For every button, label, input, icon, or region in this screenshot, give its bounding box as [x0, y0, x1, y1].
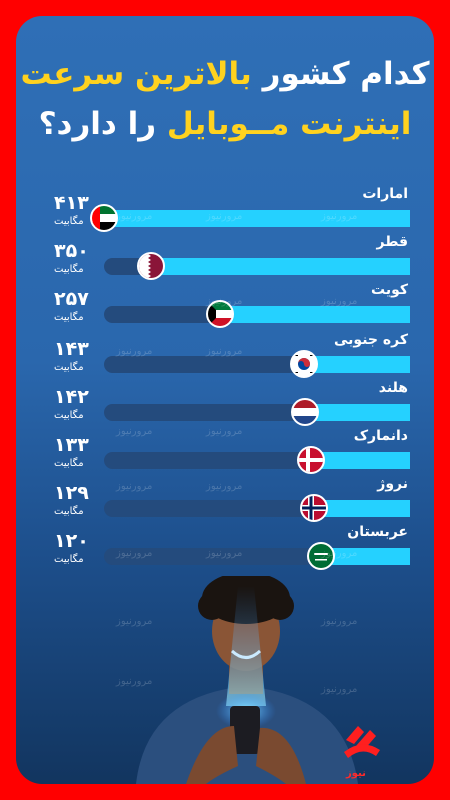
country-label: دانمارک: [353, 428, 408, 444]
saudi-arabia-flag-icon: [307, 542, 335, 570]
watermark: مرورنیوز: [116, 346, 153, 357]
chart-row: نروژ ۱۲۹ مگابیت: [16, 476, 434, 528]
bar: [311, 452, 410, 469]
infographic-card: کدام کشور بالاترین سرعت اینترنت مــوبایل…: [16, 16, 434, 784]
watermark: مرورنیوز: [321, 684, 358, 695]
bar-track: [104, 398, 410, 426]
watermark: مرورنیوز: [206, 548, 243, 559]
value-label: ۱۲۰: [54, 530, 89, 552]
logo-text: نیوز: [346, 768, 366, 779]
title-part-yellow: بالاترین سرعت: [20, 56, 252, 92]
watermark: مرورنیوز: [206, 426, 243, 437]
unit-label: مگابیت: [54, 216, 84, 227]
chart-row: کره جنوبی ۱۴۳ مگابیت: [16, 332, 434, 384]
country-label: هلند: [378, 380, 408, 396]
bar-track: [104, 350, 410, 378]
country-label: امارات: [362, 186, 408, 202]
bar: [151, 258, 410, 275]
unit-label: مگابیت: [54, 410, 84, 421]
value-label: ۲۵۷: [54, 288, 89, 310]
uae-flag-icon: [90, 204, 118, 232]
country-label: عربستان: [347, 524, 408, 540]
watermark: مرورنیوز: [206, 211, 243, 222]
unit-label: مگابیت: [54, 312, 84, 323]
unit-label: مگابیت: [54, 554, 84, 565]
chart-row: دانمارک ۱۳۳ مگابیت: [16, 428, 434, 480]
watermark: مرورنیوز: [116, 548, 153, 559]
title-line-2: اینترنت مــوبایل را دارد؟: [16, 106, 434, 142]
norway-flag-icon: [300, 494, 328, 522]
kuwait-flag-icon: [206, 300, 234, 328]
country-label: کره جنوبی: [334, 332, 408, 348]
value-label: ۱۲۹: [54, 482, 89, 504]
bar: [321, 548, 410, 565]
title-part-white: را دارد؟: [38, 106, 157, 142]
person-with-phone-illustration: [136, 576, 358, 784]
watermark: مرورنیوز: [206, 481, 243, 492]
watermark: مرورنیوز: [321, 296, 358, 307]
title-part-yellow: اینترنت مــوبایل: [166, 106, 412, 142]
bar: [104, 210, 410, 227]
chart-row: عربستان ۱۲۰ مگابیت: [16, 524, 434, 576]
value-label: ۳۵۰: [54, 240, 89, 262]
unit-label: مگابیت: [54, 458, 84, 469]
unit-label: مگابیت: [54, 506, 84, 517]
unit-label: مگابیت: [54, 362, 84, 373]
qatar-flag-icon: [137, 252, 165, 280]
watermark: مرورنیوز: [321, 616, 358, 627]
bar-track: [104, 300, 410, 328]
value-label: ۱۴۲: [54, 386, 89, 408]
denmark-flag-icon: [297, 446, 325, 474]
title-part-white: کدام کشور: [262, 56, 430, 92]
country-label: قطر: [376, 234, 408, 250]
watermark: مرورنیوز: [321, 548, 358, 559]
country-label: کویت: [371, 282, 408, 298]
bar-track: [104, 542, 410, 570]
netherlands-flag-icon: [291, 398, 319, 426]
value-label: ۴۱۳: [54, 192, 89, 214]
chart-row: کویت ۲۵۷ مگابیت: [16, 282, 434, 334]
bar: [305, 404, 410, 421]
watermark: مرورنیوز: [321, 211, 358, 222]
country-label: نروژ: [377, 476, 408, 492]
watermark: مرورنیوز: [116, 426, 153, 437]
watermark: مرورنیوز: [206, 296, 243, 307]
value-label: ۱۴۳: [54, 338, 89, 360]
bar-track: [104, 252, 410, 280]
chart-row: هلند ۱۴۲ مگابیت: [16, 380, 434, 432]
bar-track: [90, 204, 410, 232]
watermark: مرورنیوز: [116, 211, 153, 222]
watermark: مرورنیوز: [206, 346, 243, 357]
title-line-1: کدام کشور بالاترین سرعت: [16, 56, 434, 92]
bar: [314, 500, 410, 517]
watermark: مرورنیوز: [116, 481, 153, 492]
chart-row: قطر ۳۵۰ مگابیت: [16, 234, 434, 286]
south-korea-flag-icon: [290, 350, 318, 378]
news-agency-logo: [344, 726, 380, 758]
chart-row: امارات ۴۱۳ مگابیت: [16, 186, 434, 238]
watermark: مرورنیوز: [116, 616, 153, 627]
bar-track: [104, 446, 410, 474]
bar: [304, 356, 410, 373]
bar: [220, 306, 410, 323]
watermark: مرورنیوز: [116, 676, 153, 687]
value-label: ۱۳۳: [54, 434, 89, 456]
unit-label: مگابیت: [54, 264, 84, 275]
bar-track: [104, 494, 410, 522]
